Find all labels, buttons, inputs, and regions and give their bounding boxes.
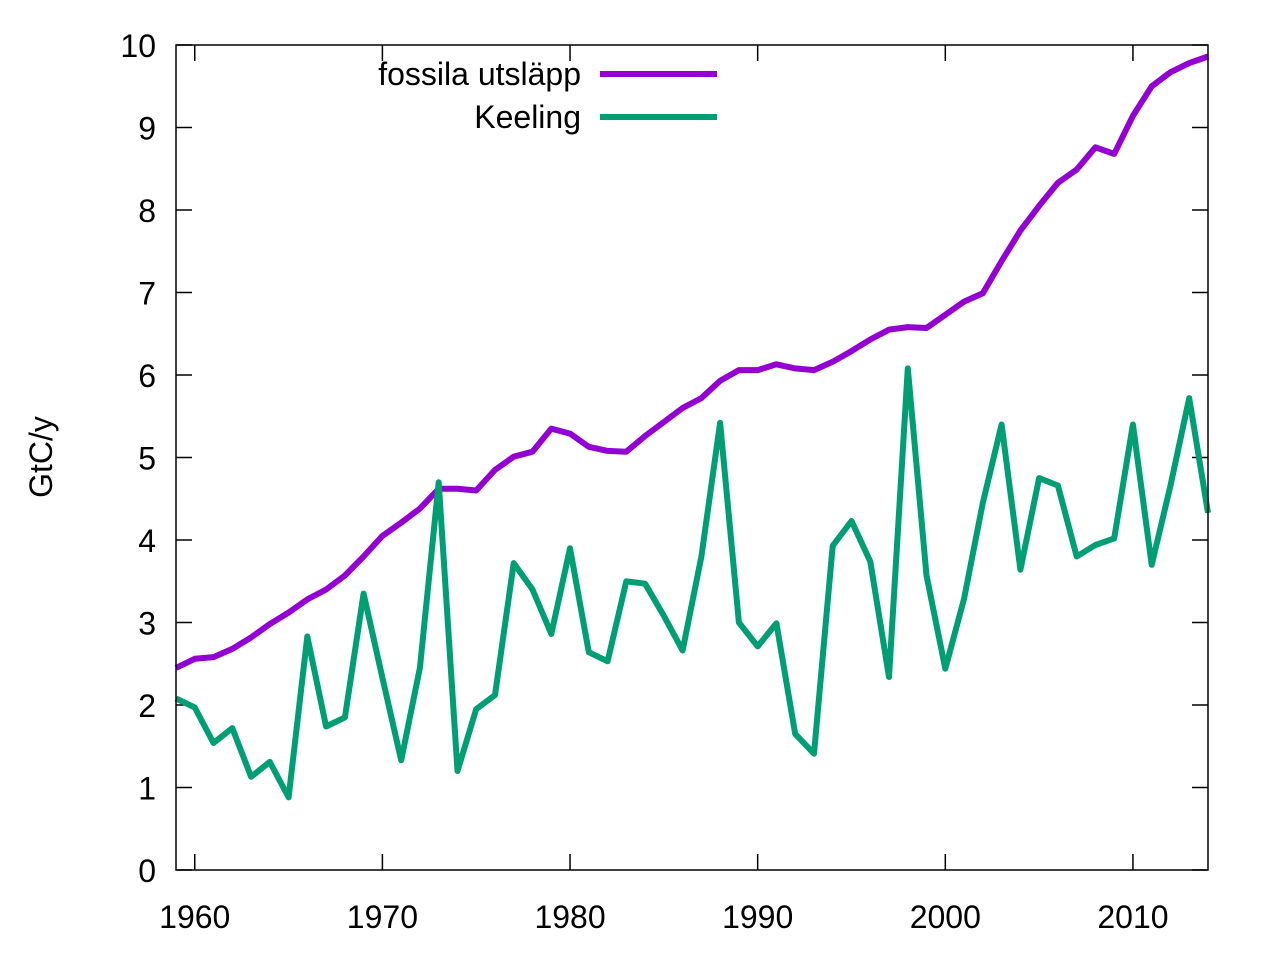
legend: fossila utsläpp Keeling (378, 56, 717, 135)
x-tick-labels: 1960 1970 1980 1990 2000 2010 (159, 899, 1168, 935)
y-tick-label: 3 (138, 606, 156, 642)
series-line-1 (174, 53, 1209, 671)
plot-frame (175, 44, 1209, 871)
x-tick-label: 1990 (722, 899, 793, 935)
x-tick-label: 2010 (1097, 899, 1168, 935)
legend-label-1: fossila utsläpp (378, 56, 581, 92)
y-tick-label: 7 (138, 276, 156, 312)
series-line-2 (174, 365, 1211, 801)
legend-label-2: Keeling (474, 99, 581, 135)
series-lines (174, 53, 1211, 801)
y-tick-label: 6 (138, 358, 156, 394)
x-tick-label: 1980 (534, 899, 605, 935)
y-tick-label: 0 (138, 853, 156, 889)
x-tick-label: 2000 (910, 899, 981, 935)
y-tick-label: 10 (120, 28, 156, 64)
y-tick-label: 9 (138, 111, 156, 147)
y-tick-label: 2 (138, 688, 156, 724)
y-tick-label: 4 (138, 523, 156, 559)
tick-marks (176, 44, 1208, 871)
y-axis-title: GtC/y (23, 416, 59, 498)
x-tick-label: 1960 (159, 899, 230, 935)
y-tick-labels: 0 1 2 3 4 5 6 7 8 9 10 (120, 28, 156, 889)
y-tick-label: 8 (138, 193, 156, 229)
y-tick-label: 1 (138, 771, 156, 807)
y-tick-label: 5 (138, 441, 156, 477)
x-tick-label: 1970 (347, 899, 418, 935)
